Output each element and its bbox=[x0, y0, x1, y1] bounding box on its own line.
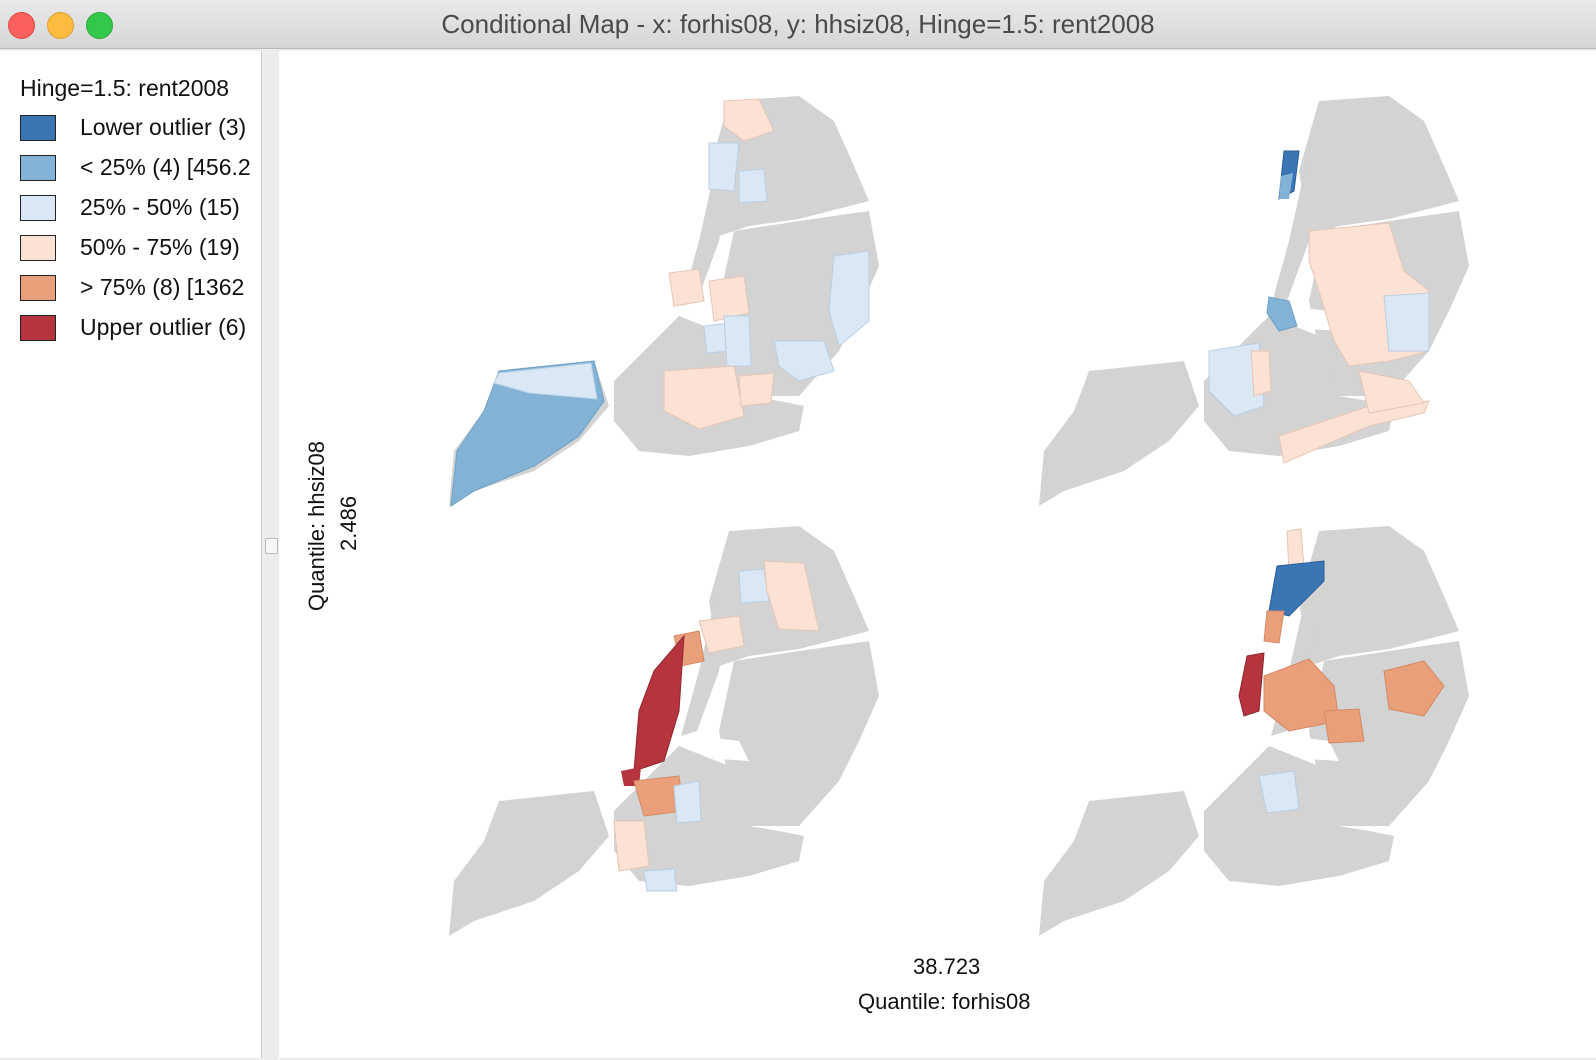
legend-label: Lower outlier (3) bbox=[80, 114, 247, 140]
close-window-button[interactable] bbox=[8, 12, 35, 39]
x-axis-break-value: 38.723 bbox=[913, 954, 981, 979]
zoom-window-button[interactable] bbox=[86, 12, 113, 39]
window-title: Conditional Map - x: forhis08, y: hhsiz0… bbox=[441, 9, 1155, 39]
y-axis-break-value: 2.486 bbox=[336, 495, 361, 551]
y-axis-label: Quantile: hhsiz08 bbox=[304, 441, 329, 611]
legend-swatch bbox=[20, 275, 56, 301]
legend-label: Upper outlier (6) bbox=[80, 314, 247, 340]
minimize-window-button[interactable] bbox=[47, 12, 74, 39]
map-canvas[interactable]: Quantile: hhsiz08 2.486 38.723 Quantile:… bbox=[279, 51, 1596, 1058]
conditional-map-svg bbox=[449, 96, 1469, 936]
legend-swatch bbox=[20, 115, 56, 141]
legend-swatch bbox=[20, 195, 56, 221]
title-bar: Conditional Map - x: forhis08, y: hhsiz0… bbox=[0, 0, 1596, 49]
panel-splitter[interactable] bbox=[262, 51, 279, 1058]
legend-title: Hinge=1.5: rent2008 bbox=[20, 75, 230, 101]
map-panel-top-right bbox=[1039, 96, 1469, 506]
splitter-grip[interactable] bbox=[265, 538, 278, 554]
legend-panel[interactable]: Hinge=1.5: rent2008 Lower outlier (3) < … bbox=[0, 51, 262, 1058]
legend-label: > 75% (8) [1362 bbox=[80, 274, 245, 300]
legend-swatch bbox=[20, 235, 56, 261]
legend-label: 50% - 75% (19) bbox=[80, 234, 240, 260]
legend-swatch bbox=[20, 315, 56, 341]
legend-label: < 25% (4) [456.2 bbox=[80, 154, 251, 180]
x-axis-label: Quantile: forhis08 bbox=[858, 989, 1031, 1014]
map-panel-bottom-left bbox=[449, 526, 879, 936]
map-panel-top-left bbox=[449, 96, 879, 507]
map-panel-bottom-right bbox=[1039, 526, 1469, 936]
legend-swatch bbox=[20, 155, 56, 181]
legend-label: 25% - 50% (15) bbox=[80, 194, 240, 220]
